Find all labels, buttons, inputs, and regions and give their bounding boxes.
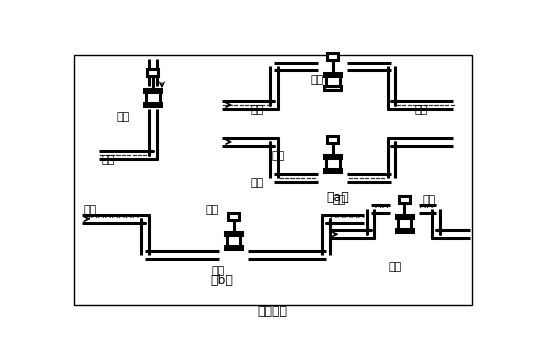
Text: 错误: 错误 [271,151,285,161]
Bar [396,229,413,232]
Text: 错误: 错误 [389,262,402,273]
Bar [144,103,161,106]
Bar [225,246,242,249]
Text: 图（四）: 图（四） [258,305,288,318]
Text: （b）: （b） [211,274,233,287]
Text: 液体: 液体 [101,155,115,165]
Bar [325,155,341,158]
Text: 气泡: 气泡 [205,205,219,215]
Bar [227,235,240,246]
Bar [325,169,341,172]
Text: 正确: 正确 [212,266,225,276]
Bar [325,86,341,90]
Bar [396,215,413,218]
Bar [228,213,239,219]
Bar [398,218,411,229]
Bar [326,76,340,86]
Text: 正确: 正确 [311,75,324,85]
Text: 液体: 液体 [415,105,427,115]
Bar [399,196,410,203]
Text: 液体: 液体 [251,178,264,188]
Bar [327,136,338,143]
Bar [326,158,340,169]
Bar [147,70,158,77]
Bar [327,53,338,60]
Text: 气泡: 气泡 [422,195,435,205]
Bar [144,89,161,92]
Text: 液体: 液体 [251,105,264,115]
Text: 正确: 正确 [117,112,130,122]
Bar [325,73,341,76]
Text: （a）: （a） [326,191,349,204]
Text: 气泡: 气泡 [333,195,346,205]
Bar [146,92,159,103]
Bar [225,232,242,235]
Text: 气泡: 气泡 [83,205,96,215]
